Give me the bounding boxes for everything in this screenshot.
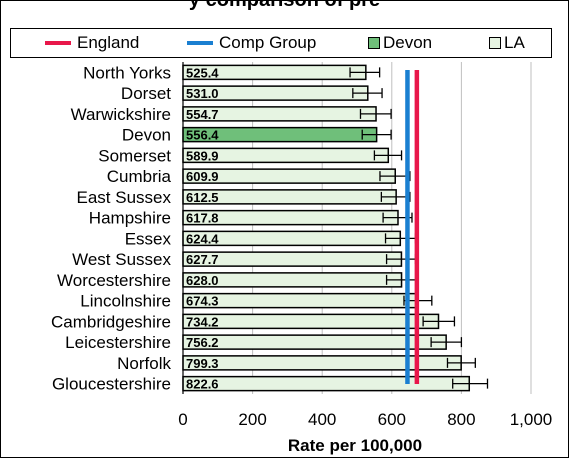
- bar: [182, 313, 440, 330]
- category-label: Cambridgeshire: [51, 312, 171, 331]
- category-label: Devon: [122, 126, 171, 145]
- x-tick-label: 0: [178, 410, 187, 429]
- value-label: 531.0: [186, 86, 219, 101]
- legend-label-england: England: [77, 33, 140, 52]
- x-tick-label: 1,000: [510, 410, 553, 429]
- la-box-swatch: [489, 37, 501, 49]
- x-tick-label: 400: [308, 410, 336, 429]
- value-label: 822.6: [186, 377, 219, 392]
- category-label: Gloucestershire: [52, 375, 171, 394]
- value-label: 734.2: [186, 314, 219, 329]
- category-label: North Yorks: [83, 63, 171, 82]
- value-label: 617.8: [186, 211, 219, 226]
- value-label: 556.4: [186, 128, 219, 143]
- value-label: 609.9: [186, 169, 219, 184]
- legend: England Comp Group Devon LA: [10, 28, 552, 58]
- category-label: Somerset: [98, 146, 171, 165]
- legend-item-devon: Devon: [368, 29, 432, 57]
- value-label: 756.2: [186, 335, 219, 350]
- category-label: Norfolk: [117, 354, 171, 373]
- bar: [182, 355, 462, 371]
- value-label: 627.7: [186, 252, 219, 267]
- legend-label-devon: Devon: [383, 33, 433, 52]
- category-label: Warwickshire: [71, 105, 171, 124]
- value-label: 612.5: [186, 190, 219, 205]
- category-label: Dorset: [121, 84, 171, 103]
- category-label: Leicestershire: [65, 333, 171, 352]
- category-label: Worcestershire: [57, 271, 171, 290]
- value-label: 799.3: [186, 356, 219, 371]
- value-label: 674.3: [186, 294, 219, 309]
- category-label: Hampshire: [89, 209, 171, 228]
- legend-item-england: England: [45, 29, 139, 57]
- category-label: Essex: [125, 229, 172, 248]
- chart-title: y comparison of pre: [188, 0, 381, 11]
- legend-item-la: LA: [489, 29, 525, 57]
- legend-label-comp-group: Comp Group: [219, 33, 317, 52]
- legend-item-comp-group: Comp Group: [187, 29, 316, 57]
- bar: [182, 375, 471, 392]
- x-tick-label: 600: [378, 410, 406, 429]
- comp-group-line-swatch: [187, 41, 213, 45]
- legend-label-la: LA: [504, 33, 525, 52]
- value-label: 589.9: [186, 148, 219, 163]
- category-label: Lincolnshire: [80, 292, 171, 311]
- value-label: 628.0: [186, 273, 219, 288]
- value-label: 525.4: [186, 65, 219, 80]
- category-label: East Sussex: [77, 188, 172, 207]
- x-tick-label: 800: [447, 410, 475, 429]
- category-label: Cumbria: [107, 167, 172, 186]
- x-tick-label: 200: [238, 410, 266, 429]
- devon-box-swatch: [368, 37, 380, 49]
- x-axis-title: Rate per 100,000: [287, 436, 423, 455]
- category-label: West Sussex: [72, 250, 171, 269]
- value-label: 624.4: [186, 231, 219, 246]
- england-line-swatch: [45, 41, 71, 45]
- value-label: 554.7: [186, 107, 219, 122]
